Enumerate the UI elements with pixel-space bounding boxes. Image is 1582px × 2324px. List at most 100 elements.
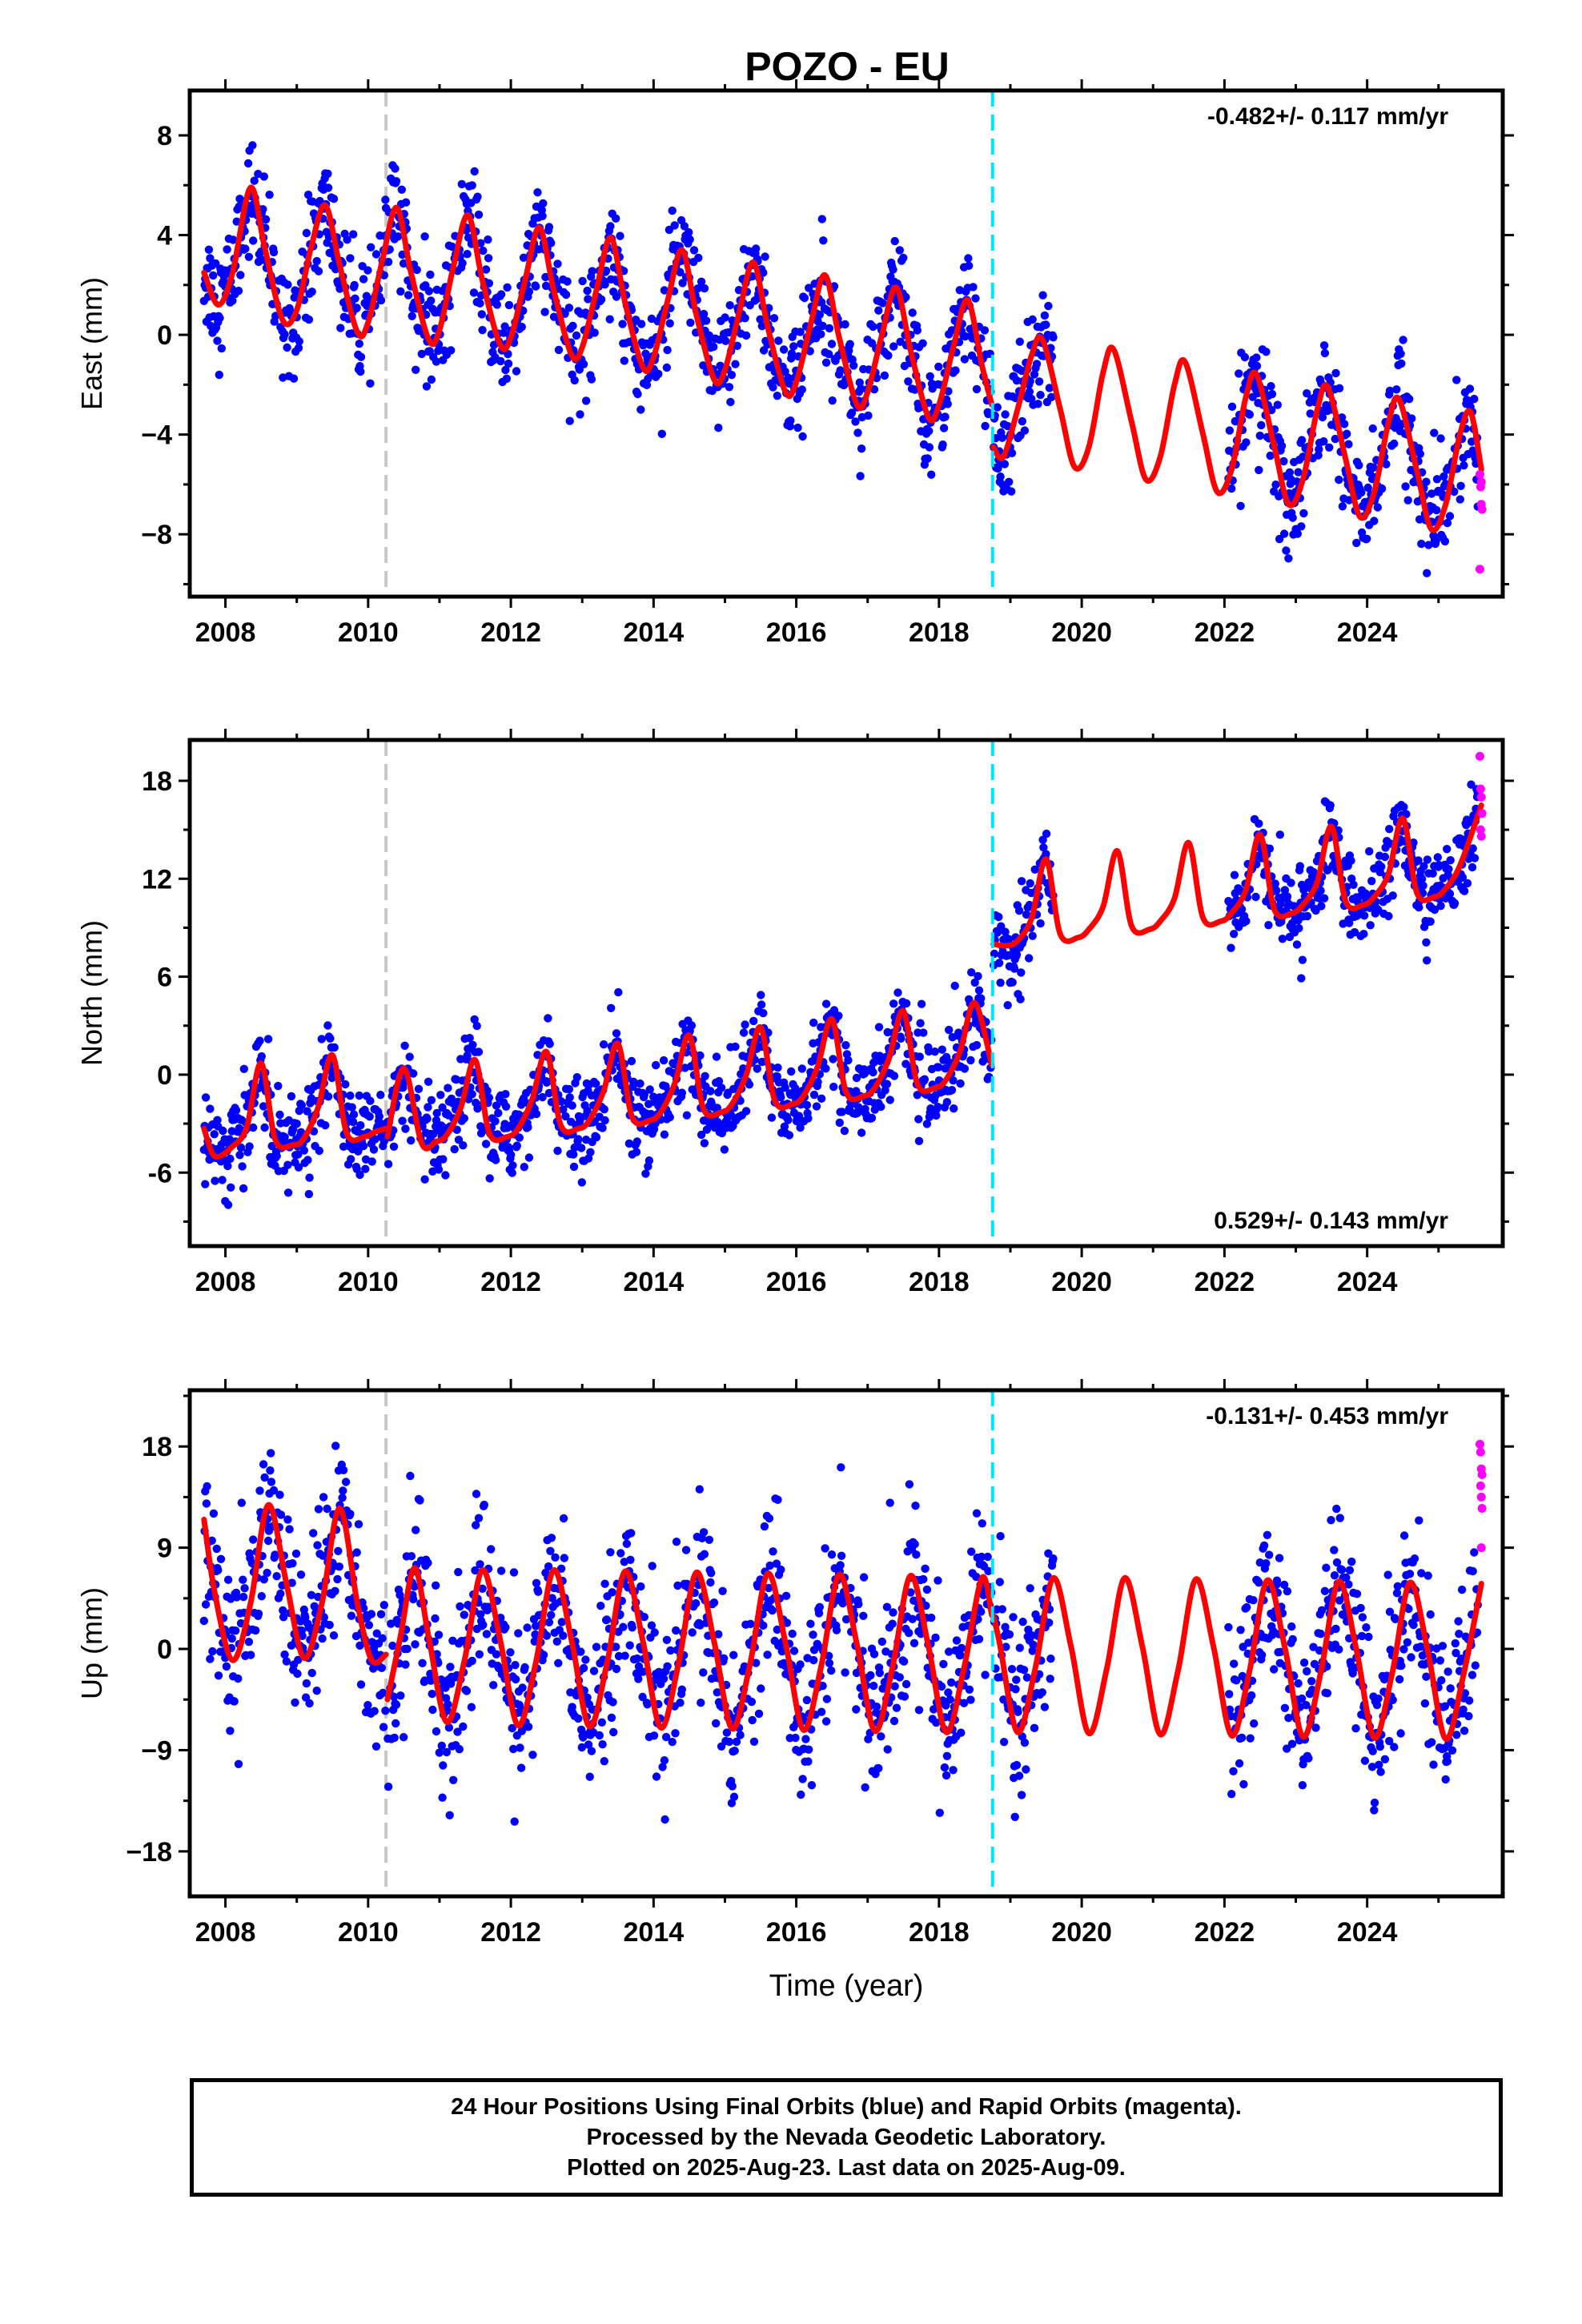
final-orbit-point xyxy=(329,1631,339,1640)
final-orbit-point xyxy=(731,1042,740,1051)
final-orbit-point xyxy=(314,1505,323,1514)
final-orbit-point xyxy=(239,1575,247,1584)
final-orbit-point xyxy=(925,443,934,452)
final-orbit-point xyxy=(600,1116,609,1125)
x-tick-label: 2010 xyxy=(338,617,399,648)
x-tick-label: 2018 xyxy=(909,617,970,648)
final-orbit-point xyxy=(208,1647,217,1656)
final-orbit-point xyxy=(837,1551,846,1561)
final-orbit-point xyxy=(1419,862,1428,870)
final-orbit-point xyxy=(1395,1675,1404,1684)
y-axis-label: East (mm) xyxy=(75,277,108,410)
final-orbit-point xyxy=(701,1072,709,1081)
final-orbit-point xyxy=(456,1602,464,1611)
final-orbit-point xyxy=(981,1671,990,1679)
final-orbit-point xyxy=(261,215,271,224)
final-orbit-point xyxy=(1271,879,1280,888)
final-orbit-point xyxy=(714,424,723,432)
final-orbit-point xyxy=(767,1113,777,1122)
final-orbit-point xyxy=(1388,1695,1397,1704)
final-orbit-point xyxy=(685,227,693,237)
final-orbit-point xyxy=(244,1638,254,1647)
x-tick-label: 2022 xyxy=(1195,617,1255,648)
final-orbit-point xyxy=(263,1035,273,1043)
final-orbit-point xyxy=(1227,484,1236,493)
final-orbit-point xyxy=(1267,389,1277,399)
final-orbit-point xyxy=(759,1008,768,1018)
final-orbit-point xyxy=(460,1610,468,1619)
final-orbit-point xyxy=(432,1108,441,1118)
final-orbit-point xyxy=(804,1114,813,1123)
final-orbit-point xyxy=(1427,1738,1436,1747)
rapid-orbit-point xyxy=(1477,1503,1487,1513)
final-orbit-point xyxy=(1275,534,1284,544)
final-orbit-point xyxy=(260,1473,269,1482)
final-orbit-point xyxy=(923,454,932,463)
final-orbit-point xyxy=(347,1155,355,1164)
final-orbit-point xyxy=(812,1102,821,1111)
final-orbit-point xyxy=(470,1015,479,1024)
final-orbit-point xyxy=(1422,477,1431,486)
final-orbit-point xyxy=(468,1656,476,1666)
rapid-orbit-point xyxy=(1476,477,1486,487)
final-orbit-point xyxy=(269,1486,279,1495)
final-orbit-point xyxy=(1416,1642,1425,1651)
final-orbit-point xyxy=(972,1509,982,1518)
final-orbit-point xyxy=(528,1751,537,1759)
final-orbit-point xyxy=(350,280,359,290)
final-orbit-point xyxy=(781,1084,789,1092)
final-orbit-point xyxy=(1005,935,1014,944)
final-orbit-point xyxy=(1287,1622,1296,1631)
final-orbit-point xyxy=(432,1727,441,1736)
final-orbit-point xyxy=(201,1180,210,1188)
final-orbit-point xyxy=(768,1606,777,1615)
final-orbit-point xyxy=(1012,376,1022,385)
final-orbit-point xyxy=(668,206,677,215)
final-orbit-point xyxy=(514,1629,523,1638)
final-orbit-point xyxy=(1277,441,1287,450)
final-orbit-point xyxy=(1363,483,1372,493)
final-orbit-point xyxy=(346,1092,355,1100)
final-orbit-point xyxy=(410,1582,419,1591)
final-orbit-point xyxy=(757,1000,766,1009)
final-orbit-point xyxy=(856,472,865,480)
final-orbit-point xyxy=(954,1028,963,1037)
final-orbit-point xyxy=(1470,854,1480,862)
rapid-orbit-point xyxy=(1476,784,1485,794)
final-orbits-series xyxy=(199,780,1483,1209)
final-orbit-point xyxy=(1401,482,1410,491)
final-orbit-point xyxy=(323,1021,332,1030)
final-orbit-point xyxy=(813,1077,822,1087)
final-orbit-point xyxy=(980,326,990,335)
final-orbit-point xyxy=(376,296,386,305)
final-orbit-point xyxy=(925,1047,934,1056)
final-orbit-point xyxy=(1042,320,1050,329)
final-orbit-point xyxy=(459,1141,468,1150)
final-orbit-point xyxy=(647,1109,656,1119)
final-orbit-point xyxy=(1351,1724,1360,1733)
final-orbit-point xyxy=(730,1747,739,1755)
final-orbit-point xyxy=(726,397,735,407)
final-orbit-point xyxy=(1431,537,1440,546)
final-orbit-point xyxy=(1270,1665,1279,1674)
final-orbit-point xyxy=(206,1104,215,1113)
final-orbit-point xyxy=(949,1076,958,1085)
final-orbit-point xyxy=(1039,843,1048,852)
final-orbit-point xyxy=(971,294,980,303)
final-orbit-point xyxy=(407,1552,416,1561)
final-orbit-point xyxy=(1399,1645,1408,1654)
final-orbit-point xyxy=(890,236,899,246)
final-orbit-point xyxy=(203,1482,211,1491)
model-fit-line-1 xyxy=(384,1565,995,1735)
final-orbit-point xyxy=(231,1626,240,1635)
final-orbit-point xyxy=(983,1552,992,1562)
final-orbit-point xyxy=(727,371,737,380)
final-orbit-point xyxy=(588,267,596,275)
final-orbit-point xyxy=(1007,1665,1017,1674)
final-orbit-point xyxy=(517,323,526,332)
final-orbit-point xyxy=(1437,1676,1446,1685)
final-orbit-point xyxy=(852,1073,861,1083)
final-orbit-point xyxy=(673,1581,682,1590)
final-orbit-point xyxy=(568,321,577,331)
final-orbit-point xyxy=(859,1573,869,1582)
